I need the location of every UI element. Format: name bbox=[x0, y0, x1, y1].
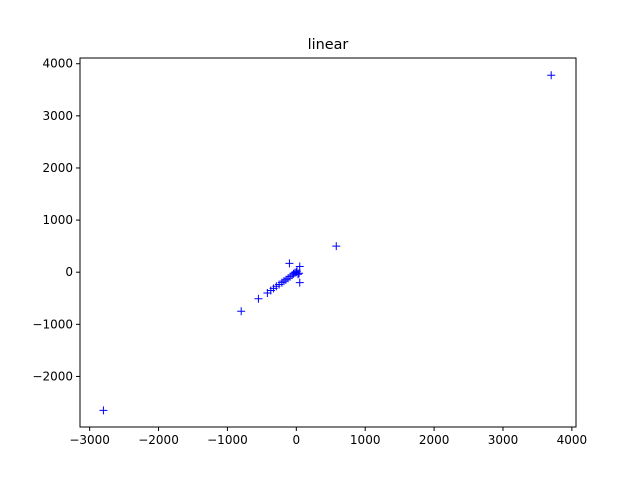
x-tick-label: 3000 bbox=[488, 433, 519, 447]
data-point bbox=[295, 278, 304, 287]
y-tick-label: 1000 bbox=[42, 213, 73, 227]
data-point bbox=[237, 307, 246, 316]
data-point bbox=[284, 274, 293, 283]
data-point bbox=[547, 71, 556, 80]
data-point bbox=[285, 259, 294, 268]
y-tick-label: 2000 bbox=[42, 161, 73, 175]
x-tick-label: 2000 bbox=[419, 433, 450, 447]
data-point bbox=[279, 277, 288, 286]
data-point bbox=[295, 262, 304, 271]
x-tick-label: 4000 bbox=[557, 433, 588, 447]
y-axis: −2000 −1000 0 1000 2000 3000 4000 bbox=[32, 57, 80, 383]
x-tick-label: 1000 bbox=[350, 433, 381, 447]
data-points bbox=[99, 71, 556, 415]
x-tick-label: −3000 bbox=[69, 433, 110, 447]
y-tick-label: 3000 bbox=[42, 109, 73, 123]
y-tick-label: −1000 bbox=[32, 317, 73, 331]
data-point bbox=[254, 294, 263, 303]
x-axis: −3000 −2000 −1000 0 1000 2000 3000 4000 bbox=[69, 427, 587, 447]
data-point bbox=[99, 406, 108, 415]
data-point bbox=[281, 275, 290, 284]
data-point bbox=[295, 269, 304, 278]
chart-title: linear bbox=[308, 37, 349, 53]
x-tick-label: −1000 bbox=[207, 433, 248, 447]
x-tick-label: −2000 bbox=[138, 433, 179, 447]
y-tick-label: 4000 bbox=[42, 57, 73, 71]
y-tick-label: −2000 bbox=[32, 369, 73, 383]
plot-area-frame bbox=[79, 57, 577, 428]
data-point bbox=[332, 242, 341, 251]
data-point bbox=[277, 278, 286, 287]
x-tick-label: 0 bbox=[292, 433, 300, 447]
y-tick-label: 0 bbox=[65, 265, 73, 279]
data-point bbox=[294, 270, 303, 279]
